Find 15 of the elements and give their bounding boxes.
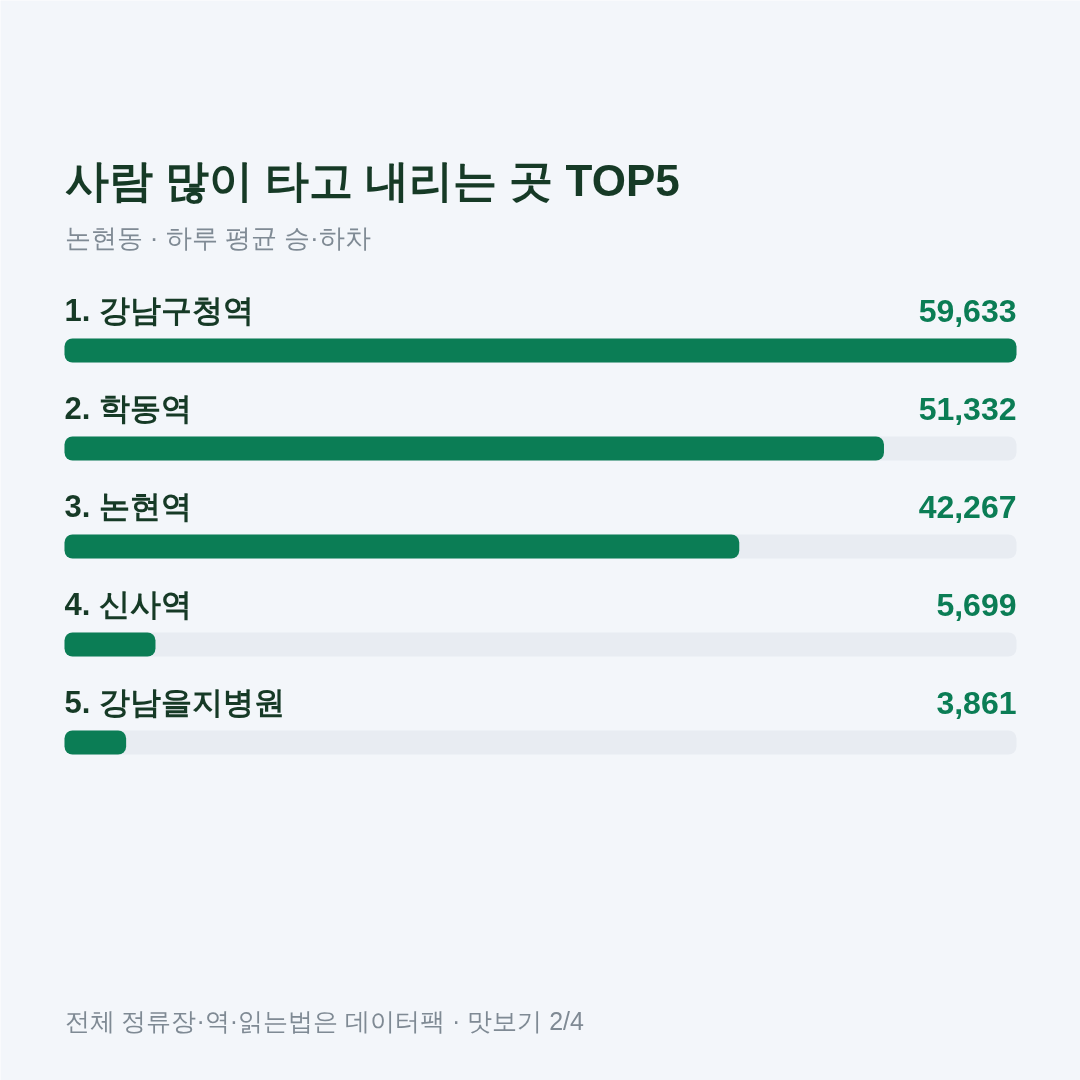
data-label: 51,332 <box>918 390 1017 427</box>
y-tick-label: 3. 논현역 <box>64 489 192 524</box>
y-tick-label: 5. 강남을지병원 <box>64 685 285 720</box>
bar <box>64 730 127 755</box>
y-tick-label: 4. 신사역 <box>64 587 192 622</box>
chart-subtitle: 논현동 · 하루 평균 승·하차 <box>64 222 371 253</box>
data-label: 42,267 <box>918 488 1017 525</box>
bar <box>64 632 156 657</box>
text: 전체 정류장·역·읽는법은 데이터팩 · 맛보기 2/4 <box>64 1006 585 1035</box>
y-tick-label: 2. 학동역 <box>64 391 192 426</box>
data-label: 3,861 <box>936 684 1017 721</box>
y-tick-label: 1. 강남구청역 <box>64 293 254 328</box>
chart-title: 사람 많이 타고 내리는 곳 TOP5 <box>64 156 680 205</box>
data-label: 59,633 <box>918 292 1017 329</box>
data-label: 5,699 <box>936 586 1017 623</box>
